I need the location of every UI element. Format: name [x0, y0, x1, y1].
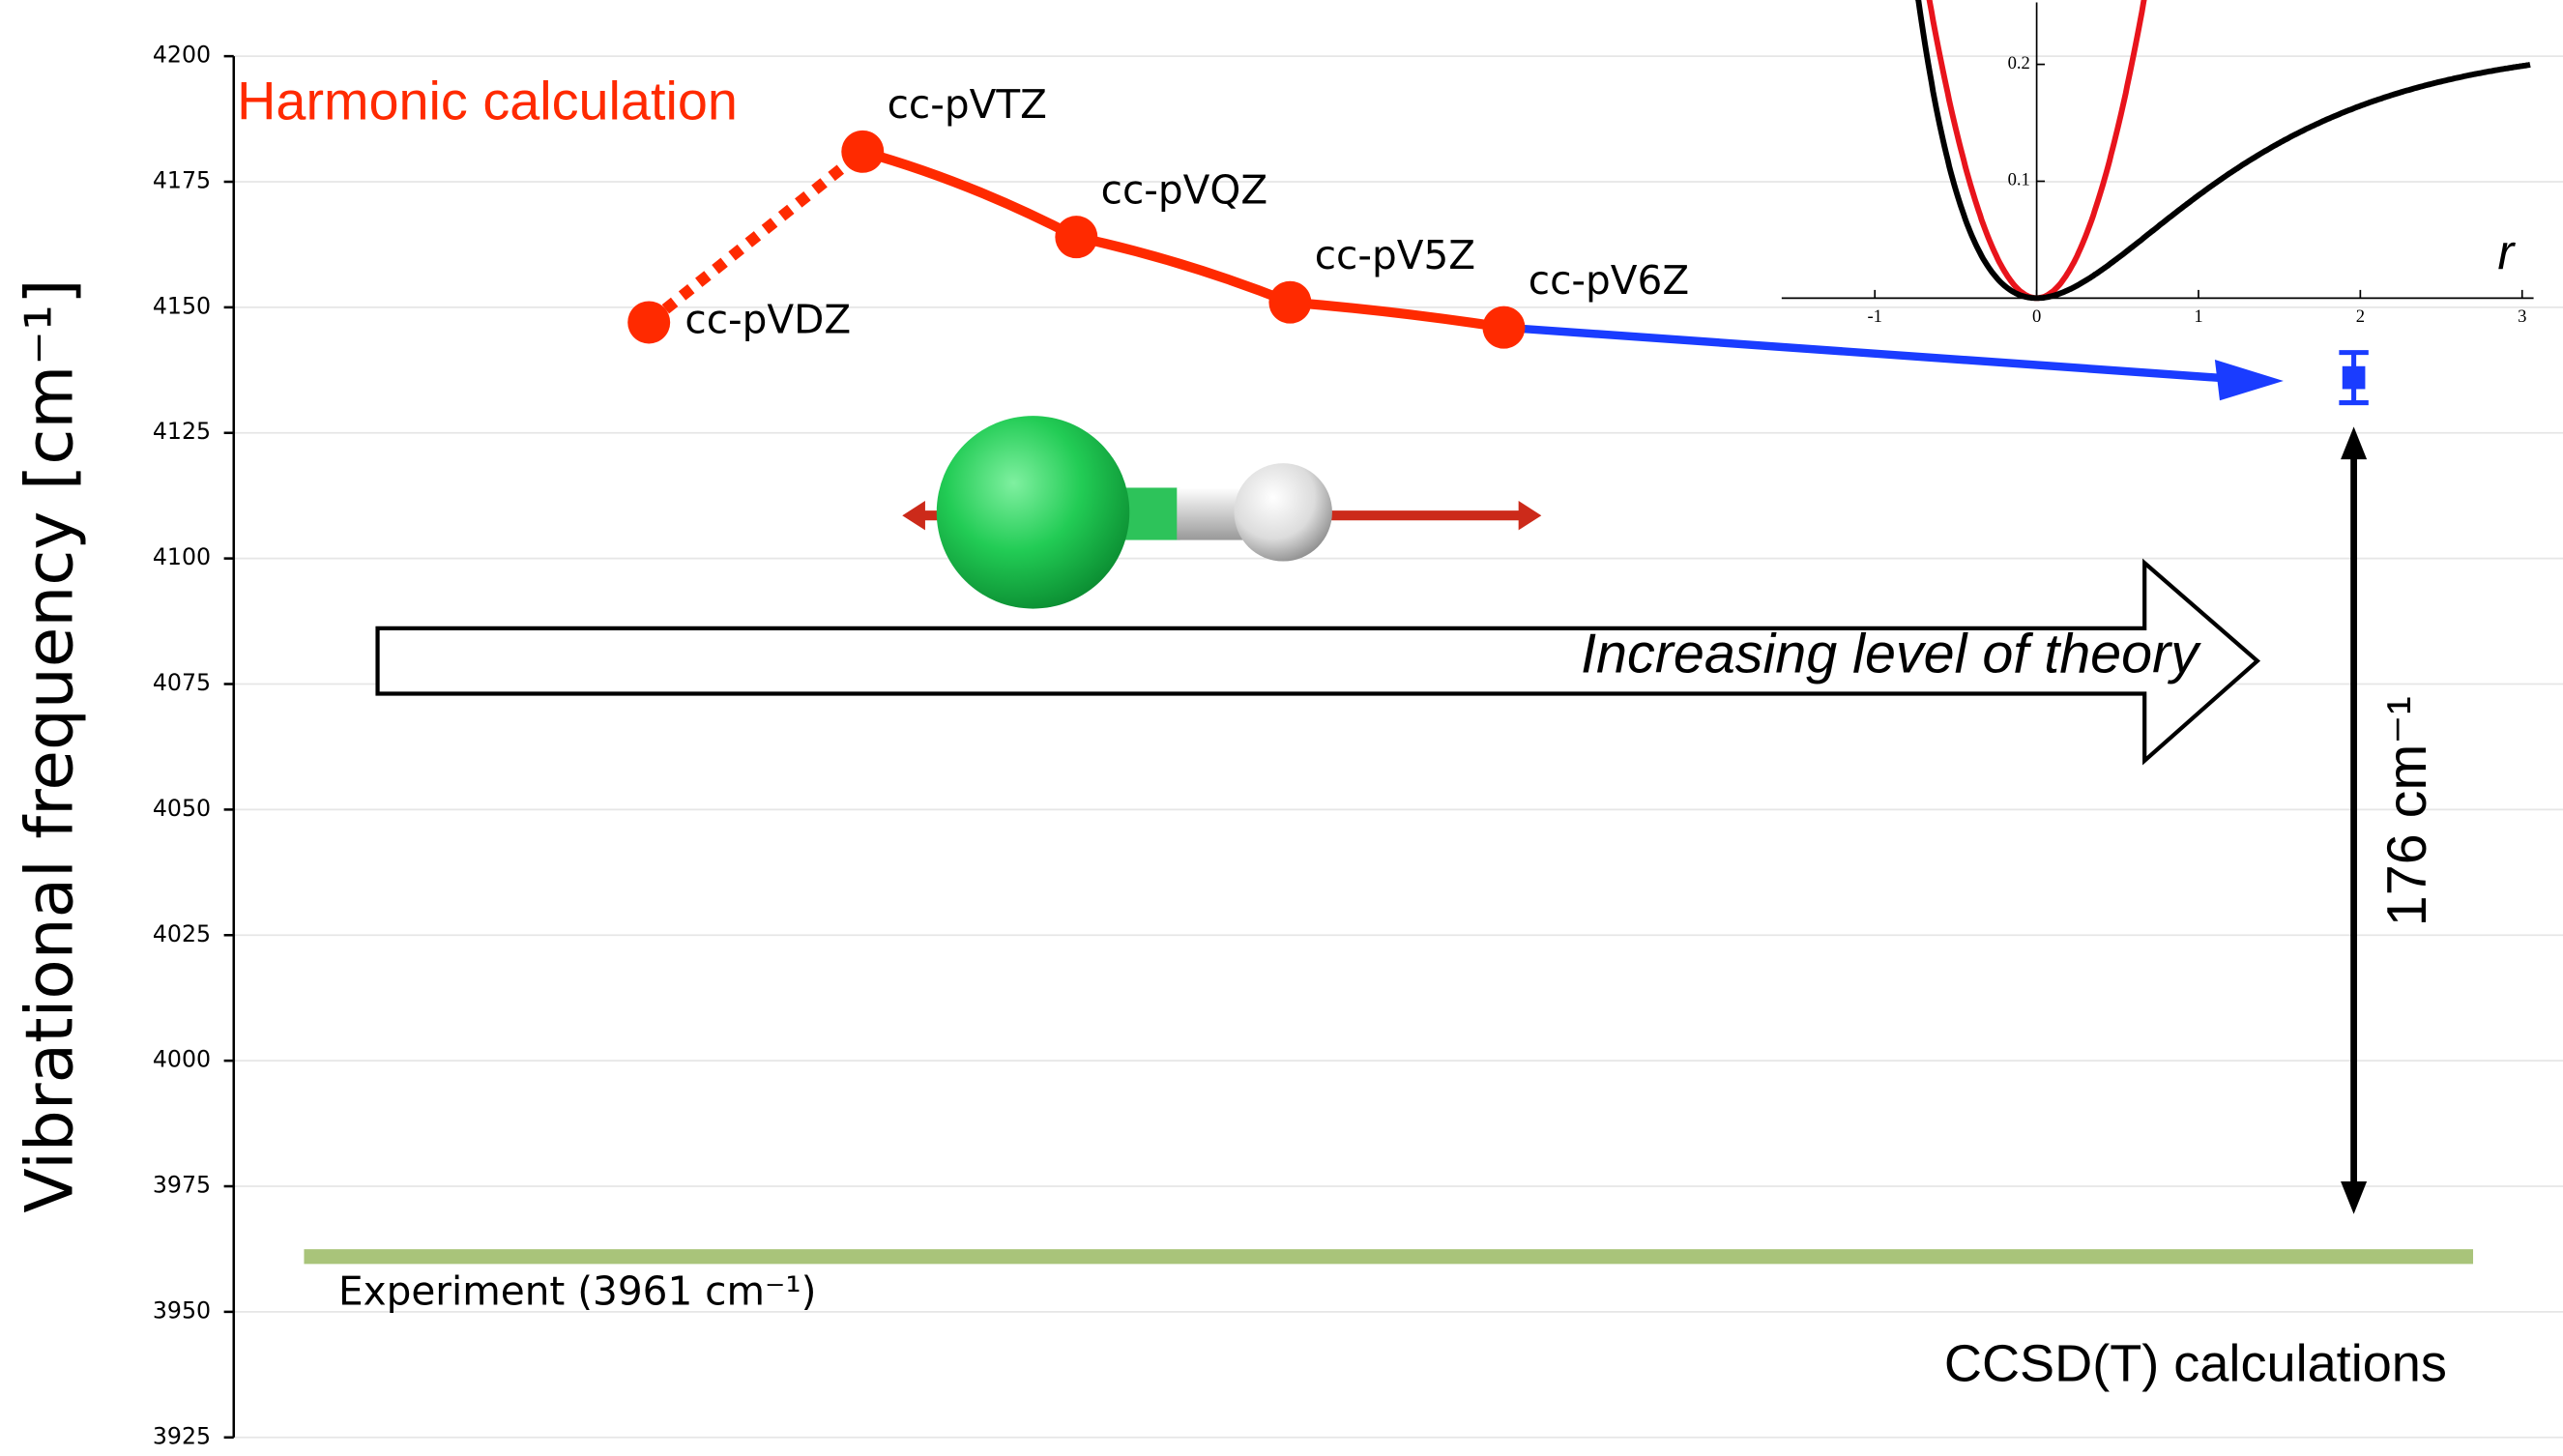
- h-atom: [1234, 463, 1331, 561]
- arrow-head: [2341, 1181, 2367, 1214]
- category-label: cc-pVDZ: [684, 296, 851, 342]
- inset-x-tick-label: -1: [1867, 306, 1881, 327]
- y-tick-label: 4025: [153, 920, 211, 947]
- extrapolation-arrowhead: [2215, 360, 2284, 400]
- y-tick-label: 4050: [153, 795, 211, 822]
- point: [627, 301, 670, 343]
- theory-label: Increasing level of theory: [1581, 623, 2201, 684]
- inset-x-tick-label: 2: [2356, 306, 2365, 327]
- inset-x-tick-label: 0: [2032, 306, 2041, 327]
- point: [1268, 281, 1311, 324]
- extrapolated-point: [2343, 366, 2366, 390]
- arrow-head: [902, 501, 925, 530]
- series-label: Harmonic calculation: [237, 71, 738, 131]
- chart: Increasing level of theory Harmonic calc…: [0, 0, 2563, 1456]
- y-tick-label: 4150: [153, 292, 211, 319]
- y-tick-label: 4175: [153, 167, 211, 194]
- cl-atom: [937, 416, 1130, 609]
- morse-curve: [1917, 0, 2530, 298]
- inset-y-tick-label: 0.2: [2008, 53, 2030, 73]
- point: [1055, 216, 1097, 258]
- method-label: CCSD(T) calculations: [1944, 1334, 2447, 1392]
- inset: -1 0 1 2 3 0.1 0.2 r: [1782, 0, 2534, 327]
- category-label: cc-pVQZ: [1101, 166, 1267, 213]
- inset-x-tick-label: 3: [2518, 306, 2526, 327]
- arrow-head: [2341, 426, 2367, 459]
- page: {"chart_data": { "type": "line", "ylabel…: [0, 0, 2563, 1456]
- y-tick-label: 3950: [153, 1296, 211, 1324]
- difference-label: 176 cm⁻¹: [2376, 696, 2438, 926]
- experiment-label: Experiment (3961 cm⁻¹): [338, 1268, 817, 1315]
- y-tick-label: 4075: [153, 669, 211, 696]
- inset-y-tick-label: 0.1: [2008, 170, 2030, 190]
- point: [841, 131, 884, 173]
- point: [1482, 306, 1525, 349]
- category-label: cc-pVTZ: [888, 81, 1047, 128]
- inset-x-label: r: [2497, 224, 2516, 279]
- y-tick-label: 4125: [153, 418, 211, 445]
- y-tick-label: 4000: [153, 1046, 211, 1073]
- y-tick-label: 4100: [153, 543, 211, 570]
- y-tick-label: 4200: [153, 42, 211, 69]
- y-tick-label: 3975: [153, 1172, 211, 1199]
- arrow-head: [1519, 501, 1542, 530]
- inset-x-tick-label: 1: [2194, 306, 2202, 327]
- category-label: cc-pV6Z: [1529, 257, 1689, 304]
- extrapolation-line: [1503, 328, 2239, 380]
- y-axis-label: Vibrational frequency [cm⁻¹]: [11, 279, 87, 1213]
- molecule: [902, 416, 1541, 609]
- y-tick-label: 3925: [153, 1422, 211, 1449]
- category-label: cc-pV5Z: [1315, 232, 1475, 278]
